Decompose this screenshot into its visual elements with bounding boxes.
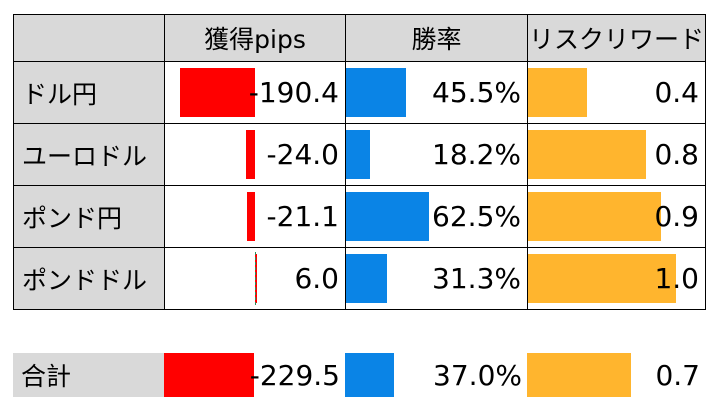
winrate-bar — [346, 192, 429, 241]
total-winrate-value: 37.0% — [433, 358, 522, 392]
header-corner — [13, 14, 165, 62]
pips-bar — [180, 68, 255, 117]
pips-cell: -21.1 — [164, 185, 346, 248]
rr-value: 0.4 — [654, 76, 699, 109]
row-label: ユーロドル — [13, 123, 165, 186]
winrate-cell: 31.3% — [345, 247, 528, 310]
pips-value: -21.1 — [266, 200, 339, 233]
winrate-value: 18.2% — [432, 138, 521, 171]
total-winrate-cell: 37.0% — [345, 353, 528, 397]
rr-cell: 0.8 — [527, 123, 706, 186]
rr-value: 1.0 — [654, 262, 699, 295]
pips-bar — [255, 254, 258, 303]
row-label: ドル円 — [13, 61, 165, 124]
total-rr-cell: 0.7 — [527, 353, 706, 397]
header-pips: 獲得pips — [164, 14, 346, 62]
rr-bar — [528, 254, 676, 303]
header-risk-reward: リスクリワード — [527, 14, 706, 62]
rr-value: 0.9 — [654, 200, 699, 233]
winrate-cell: 18.2% — [345, 123, 528, 186]
pips-value: -24.0 — [266, 138, 339, 171]
winrate-bar — [346, 68, 407, 117]
pips-value: 6.0 — [294, 262, 339, 295]
rr-cell: 0.4 — [527, 61, 706, 124]
pips-cell: -24.0 — [164, 123, 346, 186]
rr-bar — [528, 68, 588, 117]
winrate-cell: 62.5% — [345, 185, 528, 248]
rr-cell: 0.9 — [527, 185, 706, 248]
row-label: ポンド円 — [13, 185, 165, 248]
total-rr-bar — [527, 353, 631, 397]
total-label: 合計 — [13, 353, 165, 397]
pips-bar — [245, 130, 255, 179]
pips-value: -190.4 — [248, 76, 339, 109]
winrate-bar — [346, 254, 388, 303]
row-label: ポンドドル — [13, 247, 165, 310]
winrate-value: 62.5% — [432, 200, 521, 233]
total-pips-cell: -229.5 — [164, 353, 346, 397]
winrate-bar — [346, 130, 371, 179]
rr-bar — [528, 192, 662, 241]
winrate-cell: 45.5% — [345, 61, 528, 124]
zero-axis-line — [255, 252, 256, 305]
rr-bar — [528, 130, 647, 179]
pips-bar — [246, 192, 255, 241]
rr-value: 0.8 — [654, 138, 699, 171]
pips-cell: -190.4 — [164, 61, 346, 124]
winrate-value: 31.3% — [432, 262, 521, 295]
total-rr-value: 0.7 — [655, 358, 700, 392]
total-winrate-bar — [345, 353, 394, 397]
winrate-value: 45.5% — [432, 76, 521, 109]
header-winrate: 勝率 — [345, 14, 528, 62]
pips-cell: 6.0 — [164, 247, 346, 310]
total-pips-value: -229.5 — [249, 358, 340, 392]
total-pips-bar — [164, 353, 254, 397]
rr-cell: 1.0 — [527, 247, 706, 310]
